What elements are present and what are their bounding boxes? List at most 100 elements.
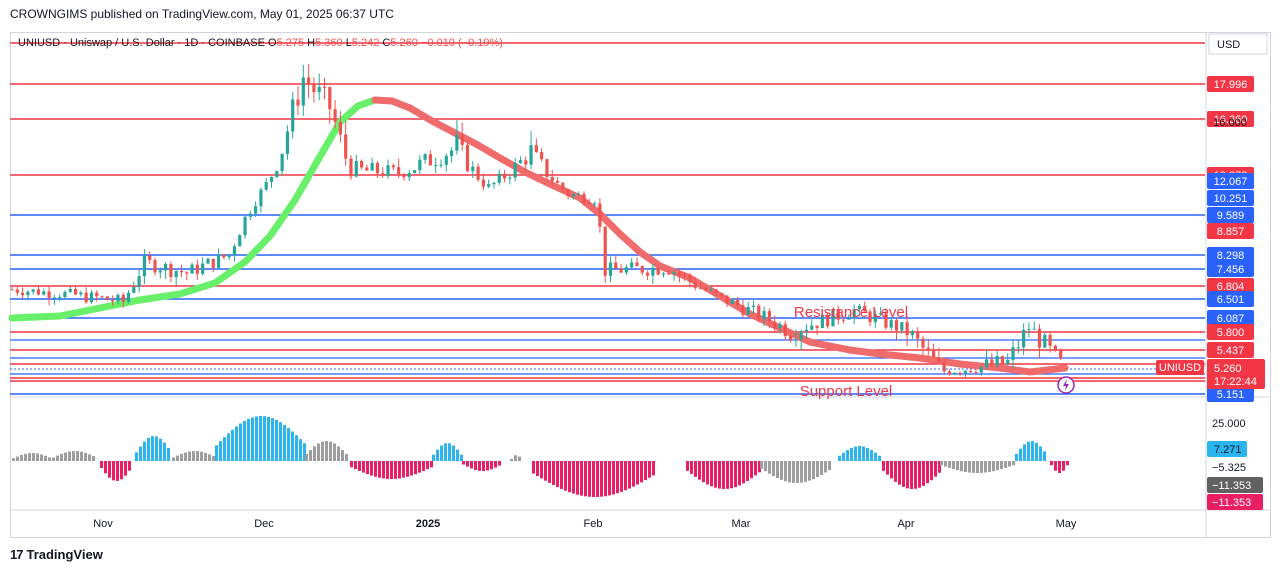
candle-body <box>1059 349 1063 359</box>
histogram-bar-26 <box>120 461 123 480</box>
histogram-bar-209 <box>902 461 905 487</box>
candle-body <box>656 267 660 275</box>
histogram-bar-124 <box>518 456 521 461</box>
histogram-bar-227 <box>972 461 975 473</box>
histogram-bar-237 <box>1012 461 1015 466</box>
candle-body <box>587 202 591 204</box>
histogram-bar-150 <box>632 461 635 487</box>
candle-body <box>788 336 793 341</box>
ma-band-bearish <box>371 96 1069 376</box>
histogram-bar-6 <box>36 453 39 461</box>
candle-body <box>15 289 19 293</box>
histogram-bar-18 <box>84 452 87 461</box>
histogram-bar-117 <box>482 461 485 471</box>
candle-body <box>683 274 687 276</box>
candle-body <box>460 134 464 145</box>
histogram-bar-178 <box>772 461 775 477</box>
histogram-bar-180 <box>780 461 783 480</box>
x-tick-Dec: Dec <box>254 518 274 530</box>
candle-body <box>947 371 952 375</box>
histogram-bar-170 <box>742 461 745 484</box>
histogram-bar-85 <box>358 461 361 471</box>
histogram-bar-64 <box>275 419 278 461</box>
candle-body <box>608 262 613 276</box>
histogram-bar-163 <box>714 461 717 488</box>
histogram-bar-67 <box>287 428 290 461</box>
price-tag-5.800: 5.800 <box>1217 327 1245 339</box>
histogram-bar-212 <box>914 461 917 489</box>
candle-body <box>667 273 671 275</box>
histogram-bar-246 <box>1050 461 1053 466</box>
candle-body <box>163 264 168 271</box>
candle-body <box>476 166 480 180</box>
histogram-bar-116 <box>478 461 481 471</box>
histogram-bar-152 <box>640 461 643 483</box>
histogram-bar-166 <box>726 461 729 489</box>
candle-body <box>757 305 761 320</box>
histogram-bar-156 <box>686 461 689 471</box>
candle-body <box>736 300 740 306</box>
candle-body <box>762 311 766 320</box>
histogram-bar-239 <box>1019 448 1022 461</box>
candle-body <box>566 189 570 197</box>
candle-body <box>137 276 141 288</box>
candle-body <box>227 255 231 258</box>
candle-body <box>942 361 946 372</box>
histogram-bar-248 <box>1058 461 1061 473</box>
candle-body <box>984 359 989 367</box>
histogram-bar-228 <box>976 461 979 473</box>
resistance-label: Resistance Level <box>794 304 908 321</box>
histogram-bar-145 <box>612 461 615 495</box>
price-tag-8.298: 8.298 <box>1217 250 1245 262</box>
histogram-bar-81 <box>341 449 344 461</box>
support-label: Support Level <box>800 383 893 400</box>
histogram-bar-109 <box>452 445 455 461</box>
candle-body <box>778 324 782 329</box>
histogram-bar-98 <box>410 461 413 476</box>
histogram-bar-0 <box>12 458 15 461</box>
histogram-bar-157 <box>690 461 693 474</box>
candle-body <box>89 292 94 303</box>
candle-body <box>132 287 136 293</box>
histogram-bar-226 <box>968 461 971 473</box>
candle-body <box>105 296 109 300</box>
candle-body <box>285 131 290 154</box>
osc-tag-bg-4 <box>1207 494 1263 510</box>
candle-body <box>624 267 628 273</box>
candle-body <box>370 162 374 171</box>
histogram-bar-242 <box>1031 441 1034 461</box>
tradingview-logo[interactable]: 17 TradingView <box>10 547 103 562</box>
histogram-bar-176 <box>764 461 767 472</box>
histogram-bar-120 <box>494 461 497 468</box>
histogram-bar-136 <box>576 461 579 495</box>
candle-body <box>804 329 809 332</box>
symbol-header-part-5: L <box>346 37 352 49</box>
histogram-bar-60 <box>259 416 262 461</box>
candle-body <box>720 293 724 296</box>
histogram-bar-158 <box>694 461 697 477</box>
histogram-bar-87 <box>366 461 369 475</box>
candle-body <box>455 134 459 151</box>
candle-body <box>100 296 104 298</box>
histogram-bar-112 <box>462 461 465 465</box>
osc-tag-bg-3 <box>1207 477 1263 493</box>
candle-body <box>773 321 777 329</box>
candle-body <box>312 84 316 93</box>
price-tag-bg-5.151 <box>1207 386 1254 402</box>
candle-body <box>571 194 576 197</box>
histogram-bar-28 <box>128 461 131 471</box>
candle-body <box>783 324 787 337</box>
candle-body <box>741 305 745 315</box>
osc-label-3: −11.353 <box>1212 480 1251 492</box>
candle-body <box>42 291 46 295</box>
histogram-bar-200 <box>866 447 869 461</box>
histogram-bar-233 <box>996 461 999 471</box>
candle-body <box>1011 347 1015 360</box>
candle-body <box>412 170 417 174</box>
candle-body <box>126 292 131 302</box>
candle-body <box>815 325 819 328</box>
histogram-bar-105 <box>436 449 439 461</box>
x-tick-May: May <box>1056 518 1077 530</box>
candle-body <box>1006 359 1010 364</box>
